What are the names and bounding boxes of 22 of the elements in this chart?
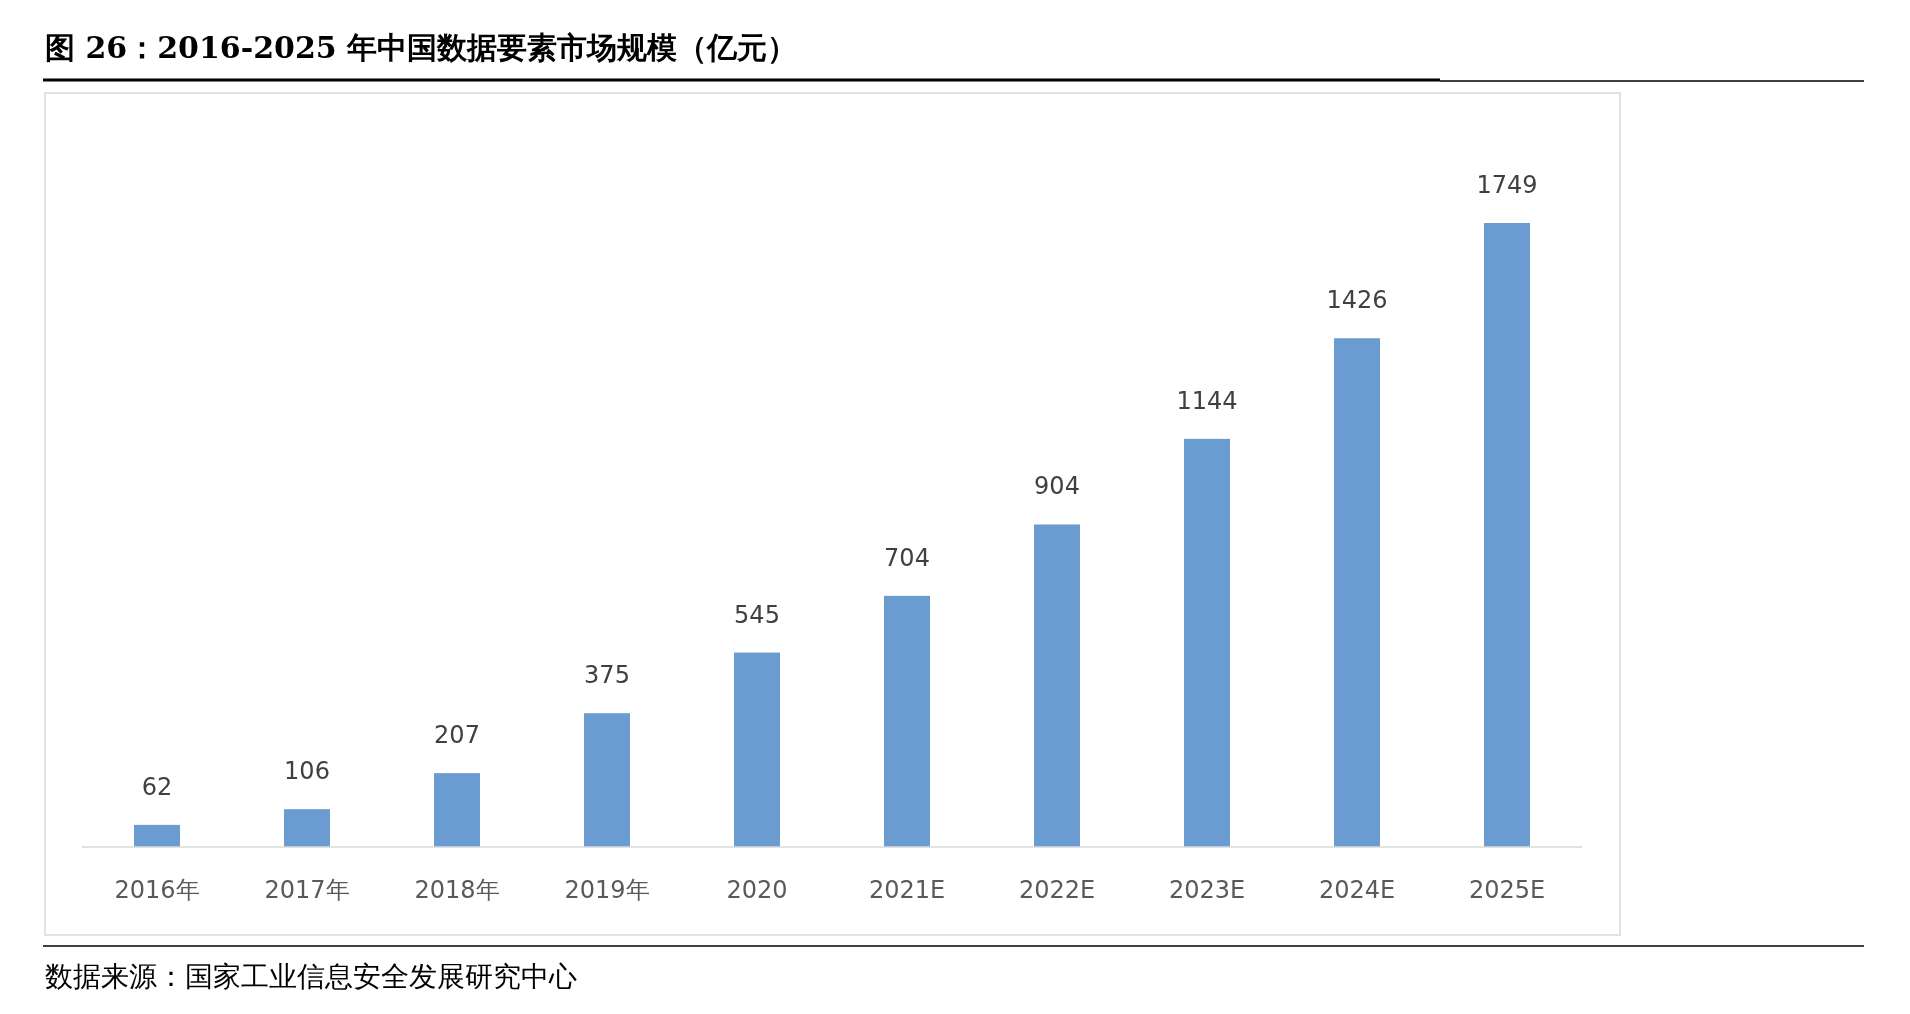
data-label: 106 bbox=[284, 757, 330, 786]
x-tick-label: 2019年 bbox=[564, 876, 650, 904]
data-label: 904 bbox=[1034, 472, 1080, 501]
data-label: 375 bbox=[584, 661, 630, 690]
data-label: 1144 bbox=[1176, 386, 1238, 415]
x-tick-label: 2022E bbox=[1018, 876, 1096, 904]
data-label: 62 bbox=[141, 772, 173, 801]
x-tick-label: 2017年 bbox=[264, 876, 350, 904]
x-tick-label: 2023E bbox=[1168, 876, 1246, 904]
data-label: 545 bbox=[734, 600, 780, 629]
x-tick-label: 2016年 bbox=[114, 876, 200, 904]
data-label: 1749 bbox=[1476, 171, 1538, 199]
x-tick-label: 2021E bbox=[868, 876, 946, 904]
x-tick-label: 2025E bbox=[1468, 876, 1546, 904]
x-tick-label: 2018年 bbox=[414, 876, 500, 904]
data-label: 1426 bbox=[1326, 286, 1388, 315]
x-tick-label: 2020 bbox=[726, 876, 788, 904]
data-label: 704 bbox=[884, 543, 930, 572]
x-tick-label: 2024E bbox=[1318, 876, 1396, 904]
chart-title: 图 26：2016-2025 年中国数据要素市场规模（亿元） bbox=[45, 30, 798, 65]
source-note: 数据来源：国家工业信息安全发展研究中心 bbox=[45, 960, 577, 993]
data-label: 207 bbox=[434, 721, 480, 750]
